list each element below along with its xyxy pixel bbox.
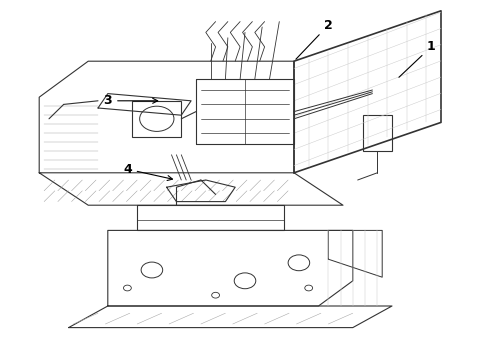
Bar bbox=[363, 115, 392, 151]
Text: 2: 2 bbox=[296, 19, 333, 59]
Text: 3: 3 bbox=[103, 94, 158, 107]
Text: 1: 1 bbox=[399, 40, 436, 77]
Bar bbox=[132, 101, 181, 137]
Text: 4: 4 bbox=[123, 163, 172, 180]
